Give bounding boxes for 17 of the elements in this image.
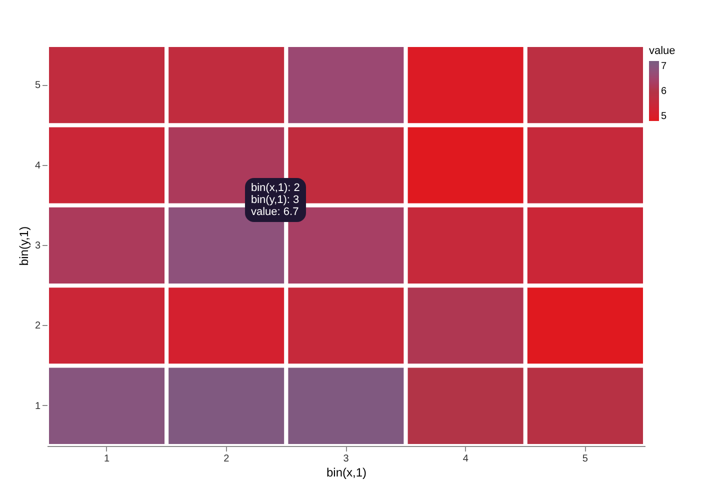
- y-tick-label: 3: [34, 240, 41, 252]
- y-axis-title: bin(y,1): [16, 226, 31, 266]
- y-tick-label: 1: [34, 400, 41, 412]
- y-tick-label: 2: [34, 320, 41, 332]
- annotation: bin(x,1): 2 bin(y,1): 3 value: 6.7: [245, 178, 306, 222]
- color-bar-label: 5: [661, 111, 667, 122]
- x-tick-label: 2: [224, 454, 230, 464]
- x-tick-label: 4: [462, 454, 469, 464]
- x-axis-title: bin(x,1): [326, 466, 367, 480]
- color-bar-label: 7: [661, 61, 667, 72]
- y-tick-label: 5: [34, 80, 41, 92]
- x-tick-label: 1: [104, 454, 110, 464]
- color-bar-label: 6: [661, 86, 667, 97]
- x-tick-label: 3: [343, 454, 350, 464]
- x-tick-label: 5: [582, 454, 588, 464]
- y-tick-label: 4: [34, 160, 41, 172]
- legend-title: value: [649, 45, 676, 57]
